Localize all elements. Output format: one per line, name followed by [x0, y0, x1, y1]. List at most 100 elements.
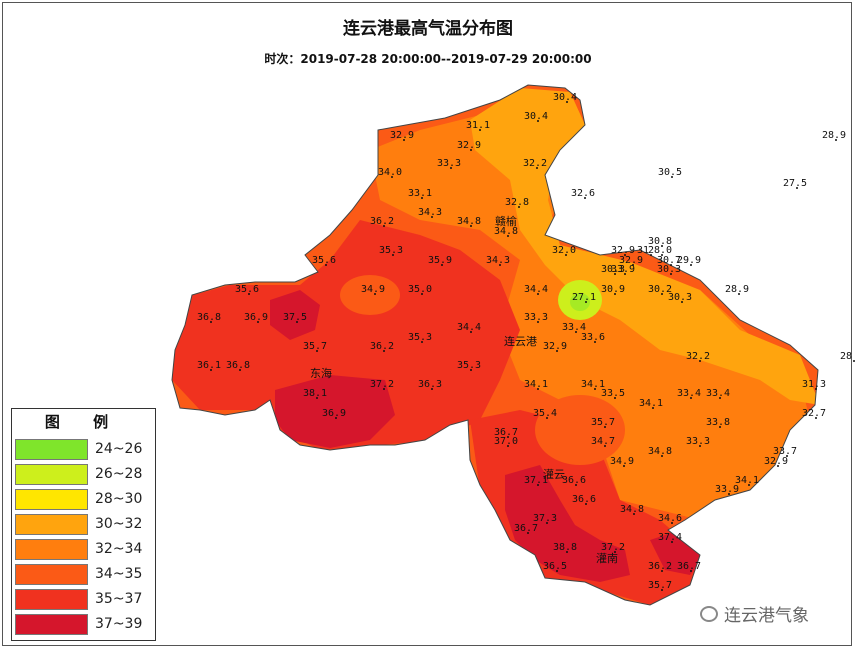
station-value: 28 — [840, 351, 852, 362]
station-marker — [690, 397, 692, 399]
station-marker — [374, 293, 376, 295]
station-marker — [661, 570, 663, 572]
station-marker — [537, 484, 539, 486]
station-value: 28.9 — [725, 284, 749, 295]
station-value: 31 — [637, 245, 649, 256]
station-marker — [546, 522, 548, 524]
station-marker — [325, 264, 327, 266]
station-value: 32.8 — [505, 197, 529, 208]
station-marker — [210, 369, 212, 371]
station-marker — [661, 455, 663, 457]
station-marker — [738, 293, 740, 295]
station-value: 30.2 — [648, 284, 672, 295]
station-value: 33.3 — [686, 436, 710, 447]
station-marker — [584, 197, 586, 199]
station-marker — [499, 264, 501, 266]
station-value: 36.2 — [370, 216, 394, 227]
station-marker — [537, 388, 539, 390]
station-marker — [699, 360, 701, 362]
station-marker — [661, 254, 663, 256]
station-marker — [604, 445, 606, 447]
station-value: 36.9 — [244, 312, 268, 323]
station-value: 34.4 — [457, 322, 481, 333]
station-marker — [470, 149, 472, 151]
station-marker — [604, 426, 606, 428]
station-value: 32.9 — [457, 140, 481, 151]
station-marker — [670, 264, 672, 266]
map-title: 连云港最高气温分布图 — [343, 19, 513, 39]
station-value: 37.1 — [524, 475, 548, 486]
station-value: 36.1 — [197, 360, 221, 371]
station-marker — [335, 417, 337, 419]
station-marker — [671, 522, 673, 524]
station-value: 35.7 — [591, 417, 615, 428]
station-marker — [671, 541, 673, 543]
legend-item: 26~28 — [15, 464, 150, 485]
station-marker — [670, 273, 672, 275]
station-value: 34.4 — [524, 284, 548, 295]
station-marker — [507, 436, 509, 438]
station-marker — [546, 417, 548, 419]
station-value: 30.9 — [601, 284, 625, 295]
station-marker — [624, 273, 626, 275]
station-value: 34.6 — [658, 513, 682, 524]
station-value: 34.3 — [418, 207, 442, 218]
station-marker — [296, 321, 298, 323]
legend-range: 37~39 — [95, 616, 143, 632]
station-marker — [316, 397, 318, 399]
station-value: 33.9 — [611, 264, 635, 275]
station-value: 36.9 — [322, 408, 346, 419]
wechat-icon — [700, 605, 718, 622]
station-value: 37.4 — [658, 532, 682, 543]
station-value: 33.3 — [524, 312, 548, 323]
station-marker — [391, 176, 393, 178]
city-label-guanyun: 灌云 — [543, 468, 565, 481]
legend-item: 34~35 — [15, 564, 150, 585]
station-value: 31.3 — [802, 379, 826, 390]
station-marker — [421, 341, 423, 343]
station-value: 29.9 — [677, 255, 701, 266]
temperature-fill — [172, 85, 818, 605]
station-marker — [536, 167, 538, 169]
station-marker — [248, 293, 250, 295]
legend-range: 35~37 — [95, 591, 143, 607]
station-marker — [470, 369, 472, 371]
station-value: 30.5 — [658, 167, 682, 178]
station-marker — [614, 551, 616, 553]
station-value: 32.2 — [523, 158, 547, 169]
station-value: 37.2 — [370, 379, 394, 390]
station-value: 31.1 — [466, 120, 490, 131]
station-value: 34.9 — [610, 456, 634, 467]
station-value: 33.5 — [601, 388, 625, 399]
station-marker — [719, 397, 721, 399]
city-label-lianyungang: 连云港 — [504, 335, 537, 348]
station-marker — [594, 388, 596, 390]
station-value: 36.5 — [543, 561, 567, 572]
city-label-guannan: 灌南 — [596, 552, 618, 565]
station-value: 34.8 — [457, 216, 481, 227]
station-marker — [632, 264, 634, 266]
legend-item: 30~32 — [15, 514, 150, 535]
station-value: 36.8 — [226, 360, 250, 371]
station-marker — [671, 176, 673, 178]
station-value: 34.8 — [620, 504, 644, 515]
station-value: 27.1 — [572, 292, 596, 303]
station-value: 36.2 — [370, 341, 394, 352]
station-marker — [556, 570, 558, 572]
station-value: 35.3 — [379, 245, 403, 256]
station-value: 33.9 — [715, 484, 739, 495]
station-value: 34.1 — [524, 379, 548, 390]
station-value: 32.9 — [390, 130, 414, 141]
legend-range: 34~35 — [95, 566, 143, 582]
station-marker — [719, 426, 721, 428]
station-marker — [527, 532, 529, 534]
station-value: 37.5 — [283, 312, 307, 323]
station-value: 35.0 — [408, 284, 432, 295]
station-value: 27.5 — [783, 178, 807, 189]
station-value: 30.3 — [657, 264, 681, 275]
station-marker — [624, 254, 626, 256]
station-marker — [585, 301, 587, 303]
station-value: 34.1 — [581, 379, 605, 390]
station-marker — [239, 369, 241, 371]
